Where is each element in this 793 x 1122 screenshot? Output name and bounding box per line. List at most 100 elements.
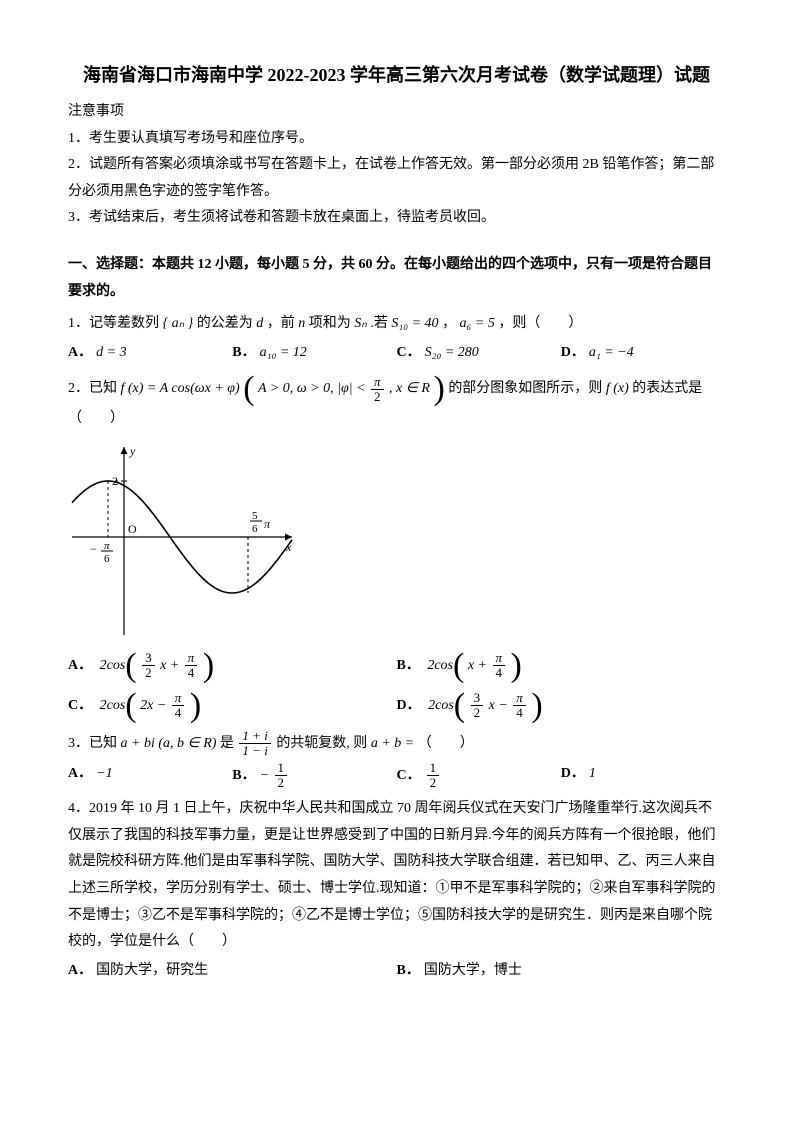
q2-option-c: C． 2cos( 2x − π4 ) <box>68 689 397 723</box>
q2-chart: 2Oyx−π656π <box>68 441 298 641</box>
q1-c-label: C． <box>397 345 421 360</box>
q2-option-b: B． 2cos( x + π4 ) <box>397 649 726 683</box>
question-3: 3．已知 a + bi (a, b ∈ R) 是 1 + i 1 − i 的共轭… <box>68 729 725 759</box>
q4-a-label: A． <box>68 963 92 978</box>
q1-mid3: 项和为 <box>309 316 351 331</box>
q3-c-label: C． <box>397 768 421 783</box>
q3-options: A．−1 B．− 12 C．12 D．1 <box>68 761 725 791</box>
q2-d-pre: 2cos <box>428 698 454 713</box>
q4-option-b: B．国防大学，博士 <box>397 958 726 985</box>
q3-abi: a + bi (a, b ∈ R) <box>121 736 220 751</box>
q1-a-text: d = 3 <box>96 345 126 360</box>
q2-b-label: B． <box>397 658 420 673</box>
q2-cond-post: , x ∈ R <box>389 382 430 397</box>
q3-a-text: −1 <box>96 766 112 781</box>
q4-options: A． 国防大学，研究生 B．国防大学，博士 <box>68 958 725 985</box>
q3-mid1: 是 <box>220 736 234 751</box>
q1-a-label: A． <box>68 345 92 360</box>
q3-frac-den: 1 − i <box>239 744 270 758</box>
exam-page: 海南省海口市海南中学 2022-2023 学年高三第六次月考试卷（数学试题理）试… <box>0 0 793 1122</box>
q1-d: d <box>256 316 263 331</box>
question-4: 4．2019 年 10 月 1 日上午，庆祝中华人民共和国成立 70 周年阅兵仪… <box>68 796 725 956</box>
q2-a-f1n: 3 <box>142 651 155 666</box>
q3-d-label: D． <box>561 766 585 781</box>
q1-option-a: A． d = 3 <box>68 340 232 367</box>
q1-options: A． d = 3 B．a₁₀ = 12 C． S₂₀ = 280 D． a₁ = −4 <box>68 340 725 367</box>
question-2: 2．已知 f (x) = A cos(ωx + φ) ( A > 0, ω > … <box>68 372 725 433</box>
q2-a-label: A． <box>68 658 92 673</box>
q3-mid2: 的共轭复数, 则 <box>276 736 367 751</box>
svg-text:π: π <box>104 540 110 552</box>
q2-d-label: D． <box>397 698 421 713</box>
svg-text:y: y <box>129 444 136 458</box>
q4-a-text: 国防大学，研究生 <box>96 963 208 978</box>
q1-b-text: a₁₀ = 12 <box>260 345 307 360</box>
q2-a-pre: 2cos <box>100 658 126 673</box>
q2-a-f1d: 2 <box>142 666 155 680</box>
q1-n: n <box>298 316 305 331</box>
q1-mid6: ，则（ ） <box>498 316 582 331</box>
svg-text:6: 6 <box>104 553 110 565</box>
exam-title: 海南省海口市海南中学 2022-2023 学年高三第六次月考试卷（数学试题理）试… <box>68 62 725 89</box>
q2-fx2: f (x) <box>606 382 629 397</box>
q2-option-d: D． 2cos( 32 x − π4 ) <box>397 689 726 723</box>
q3-end: （ ） <box>418 736 474 751</box>
q3-eq: a + b = <box>371 736 418 751</box>
q3-b-fd: 2 <box>275 776 288 790</box>
q2-c-pre: 2cos <box>100 698 126 713</box>
q1-mid4: .若 <box>370 316 388 331</box>
q2-stem-pre: 2．已知 <box>68 382 117 397</box>
q1-cond1: S₁₀ = 40 <box>391 316 438 331</box>
q1-option-c: C． S₂₀ = 280 <box>397 340 561 367</box>
q2-d-math: 2cos( 32 x − π4 ) <box>428 689 543 723</box>
q1-d-text: a₁ = −4 <box>589 345 634 360</box>
notice-item-1: 1．考生要认真填写考场号和座位序号。 <box>68 126 725 153</box>
q2-cond-frac-den: 2 <box>371 390 384 404</box>
q4-b-text: 国防大学，博士 <box>424 963 522 978</box>
q2-d-f1n: 3 <box>471 691 484 706</box>
q3-c-fd: 2 <box>427 776 440 790</box>
q2-c-math: 2cos( 2x − π4 ) <box>100 689 202 723</box>
q2-cond-frac-num: π <box>371 375 384 390</box>
question-1: 1．记等差数列 { aₙ } 的公差为 d ，前 n 项和为 Sₙ .若 S₁₀… <box>68 311 725 338</box>
q2-c-fd: 4 <box>172 706 185 720</box>
q3-frac-num: 1 + i <box>239 729 270 744</box>
q2-cond-pre: A > 0, ω > 0, |φ| < <box>258 382 369 397</box>
q3-option-b: B．− 12 <box>232 761 396 791</box>
svg-text:5: 5 <box>252 510 258 522</box>
q2-d-f2d: 4 <box>513 706 526 720</box>
q1-option-b: B．a₁₀ = 12 <box>232 340 396 367</box>
q1-Sn: Sₙ <box>354 316 367 331</box>
q1-seq: { aₙ } <box>163 316 194 331</box>
svg-text:−: − <box>90 542 97 556</box>
q1-stem-pre: 1．记等差数列 <box>68 316 159 331</box>
q2-options-row1: A． 2cos( 32 x + π4 ) B． 2cos( x + π4 ) <box>68 649 725 683</box>
q1-c-text: S₂₀ = 280 <box>425 345 479 360</box>
q2-cond-lp: ( <box>243 370 254 407</box>
q3-option-a: A． −1 <box>68 761 232 791</box>
q1-mid1: 的公差为 <box>197 316 253 331</box>
q2-d-f2n: π <box>513 691 526 706</box>
q3-b-fn: 1 <box>275 761 288 776</box>
q3-option-c: C． 12 <box>397 761 561 791</box>
section-1-heading: 一、选择题：本题共 12 小题，每小题 5 分，共 60 分。在每小题给出的四个… <box>68 252 725 305</box>
q3-stem-pre: 3．已知 <box>68 736 117 751</box>
q1-d-label: D． <box>561 345 585 360</box>
q2-c-inner: 2x − <box>140 698 170 713</box>
q1-mid5: ， <box>442 316 456 331</box>
q2-fx: f (x) = A cos(ωx + φ) <box>121 382 240 397</box>
q2-c-label: C． <box>68 698 92 713</box>
q3-a-label: A． <box>68 766 92 781</box>
q2-a-mid: x + <box>160 658 183 673</box>
notice-item-3: 3．考试结束后，考生须将试卷和答题卡放在桌面上，待监考员收回。 <box>68 205 725 232</box>
q3-c-fn: 1 <box>427 761 440 776</box>
q1-cond2: a₆ = 5 <box>460 316 495 331</box>
svg-text:6: 6 <box>252 523 258 535</box>
q3-option-d: D．1 <box>561 761 725 791</box>
q3-b-neg: − <box>260 768 273 783</box>
q2-stem-post1: 的部分图象如图所示，则 <box>448 382 602 397</box>
q2-cond-frac: π 2 <box>371 375 384 405</box>
q2-b-pre: 2cos <box>427 658 453 673</box>
q4-option-a: A． 国防大学，研究生 <box>68 958 397 985</box>
svg-text:π: π <box>264 517 271 531</box>
